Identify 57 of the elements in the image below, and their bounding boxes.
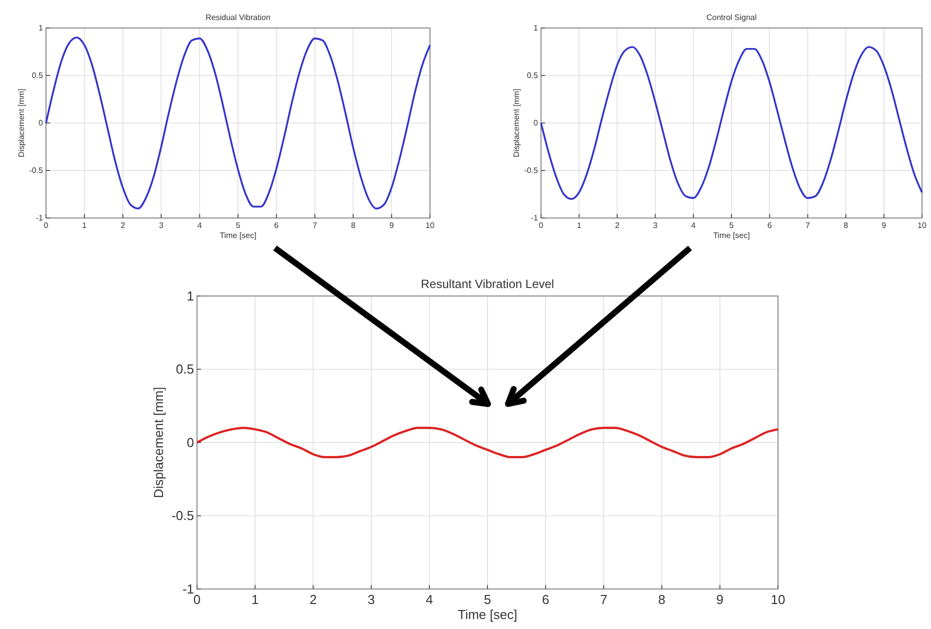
y-tick-label: -1	[182, 581, 194, 596]
x-tick-label: 8	[844, 221, 849, 230]
x-tick-label: 1	[576, 221, 582, 230]
x-tick-label: 3	[368, 592, 375, 607]
x-tick-label: 2	[614, 221, 620, 230]
y-axis-title: Displacement [mm]	[512, 88, 521, 158]
y-tick-label: 0	[534, 118, 539, 128]
y-tick-label: 0	[38, 118, 44, 128]
x-tick-label: 10	[770, 592, 786, 607]
x-tick-label: 8	[350, 221, 356, 230]
x-tick-label: 3	[653, 221, 658, 230]
chart-title: Residual Vibration	[206, 13, 270, 22]
x-tick-label: 5	[729, 221, 734, 230]
line-series	[45, 36, 431, 210]
y-axis-title: Displacement [mm]	[151, 386, 166, 498]
x-tick-label: 10	[918, 221, 927, 230]
x-tick-label: 3	[158, 221, 164, 230]
x-tick-label: 6	[542, 592, 550, 607]
x-tick-label: 9	[389, 221, 394, 230]
chart-title: Control Signal	[706, 13, 757, 22]
y-tick-label: 0.5	[176, 362, 194, 377]
y-tick-label: -1	[530, 214, 539, 223]
y-axis-title: Displacement [mm]	[17, 88, 26, 158]
y-tick-label: 0.5	[526, 71, 539, 80]
x-tick-label: 7	[600, 592, 608, 607]
line-series	[196, 426, 780, 458]
x-tick-label: 9	[716, 592, 724, 607]
y-tick-label: -0.5	[29, 166, 44, 176]
x-tick-label: 2	[310, 592, 317, 607]
x-tick-label: 4	[691, 221, 696, 230]
chart-title: Resultant Vibration Level	[420, 277, 554, 291]
y-tick-label: -0.5	[172, 508, 194, 524]
x-axis-title: Time [sec]	[458, 607, 518, 622]
y-tick-label: 0.5	[32, 71, 44, 80]
y-tick-label: -0.5	[524, 166, 539, 176]
x-tick-label: 9	[882, 221, 887, 230]
y-tick-label: 1	[186, 288, 194, 304]
x-tick-label: 1	[251, 592, 259, 607]
x-tick-label: 6	[274, 221, 280, 230]
x-tick-label: 5	[484, 592, 492, 607]
y-tick-label: 1	[38, 24, 44, 33]
x-tick-label: 7	[805, 221, 810, 230]
line-series	[540, 46, 923, 200]
x-tick-label: 5	[236, 221, 241, 230]
x-axis-title: Time [sec]	[220, 231, 256, 240]
x-tick-label: 4	[426, 592, 434, 607]
y-tick-label: 0	[186, 434, 194, 450]
x-tick-label: 7	[312, 221, 318, 230]
y-tick-label: -1	[36, 214, 44, 223]
x-tick-label: 10	[426, 221, 435, 230]
x-tick-label: 6	[767, 221, 772, 230]
x-tick-label: 2	[120, 221, 126, 230]
x-tick-label: 4	[197, 221, 202, 230]
x-tick-label: 8	[658, 592, 666, 607]
x-axis-title: Time [sec]	[713, 231, 750, 240]
x-tick-label: 1	[82, 221, 88, 230]
y-tick-label: 1	[534, 24, 539, 33]
